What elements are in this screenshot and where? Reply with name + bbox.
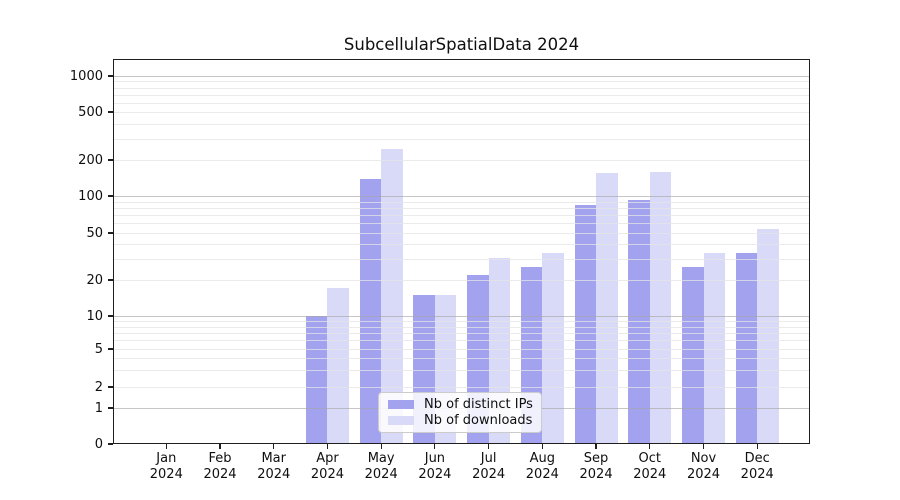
x-tick-label: Sep 2024 [579, 451, 613, 482]
y-tick-label: 1000 [69, 68, 103, 84]
gridline-major [113, 196, 810, 197]
gridline-minor [113, 87, 810, 89]
x-tick [326, 444, 329, 449]
bar-downloads-sep [596, 173, 618, 444]
legend-item-downloads: Nb of downloads [388, 413, 532, 428]
gridline-minor [113, 233, 810, 234]
bar-ips-apr [305, 316, 328, 444]
y-tick-label: 0 [94, 436, 103, 452]
gridline-minor [113, 321, 810, 323]
gridline-minor [113, 94, 810, 96]
gridline-minor [113, 358, 810, 360]
bar-ips-dec [735, 252, 758, 444]
gridline-minor [113, 387, 810, 388]
x-tick-label: Apr 2024 [310, 451, 344, 482]
x-tick-label: Nov 2024 [686, 451, 721, 482]
x-tick [702, 444, 705, 449]
gridline-minor [113, 326, 810, 328]
y-tick-label: 200 [78, 152, 103, 168]
gridline-major [113, 76, 810, 77]
gridline-minor [113, 259, 810, 261]
bar-downloads-nov [703, 252, 725, 444]
bar-downloads-apr [327, 288, 349, 444]
gridline-minor [113, 201, 810, 203]
y-tick [108, 315, 113, 317]
gridline-minor [113, 349, 810, 350]
y-tick-label: 50 [86, 225, 103, 241]
bar-downloads-dec [757, 228, 779, 444]
gridline-minor [113, 207, 810, 209]
bar-downloads-oct [649, 171, 672, 444]
bar-ips-sep [574, 204, 597, 444]
legend-label: Nb of distinct IPs [424, 397, 533, 412]
gridline-minor [113, 244, 810, 246]
y-tick [108, 75, 113, 77]
x-tick [273, 444, 275, 449]
gridline-minor [113, 102, 810, 104]
y-tick [108, 386, 113, 388]
x-tick [219, 444, 221, 449]
y-tick [108, 443, 113, 445]
x-tick-label: Dec 2024 [740, 451, 774, 482]
gridline-minor [113, 370, 810, 372]
y-tick-label: 1 [94, 400, 103, 416]
legend-label: Nb of downloads [424, 413, 533, 428]
x-tick-label: Feb 2024 [203, 451, 237, 482]
y-tick [108, 279, 113, 281]
legend-item-distinct-ips: Nb of distinct IPs [388, 397, 533, 412]
y-tick-label: 10 [86, 308, 103, 324]
y-tick [108, 407, 113, 409]
x-tick-label: Oct 2024 [633, 451, 667, 482]
y-tick-label: 2 [94, 379, 103, 395]
x-tick-label: Aug 2024 [525, 451, 559, 482]
y-tick [108, 232, 113, 234]
y-tick [108, 348, 113, 350]
gridline-minor [113, 138, 810, 140]
x-tick [595, 444, 597, 449]
x-tick [488, 444, 490, 449]
gridline-minor [113, 81, 810, 83]
bar-downloads-aug [542, 252, 564, 444]
bar-ips-nov [682, 266, 704, 444]
x-tick [541, 444, 543, 449]
gridline-minor [113, 223, 810, 225]
y-tick [108, 195, 113, 197]
y-tick-label: 100 [78, 188, 103, 204]
gridline-minor [113, 160, 810, 161]
y-tick-label: 5 [94, 341, 103, 357]
x-tick-label: Mar 2024 [257, 451, 291, 482]
y-tick-label: 20 [86, 272, 103, 288]
bar-ips-oct [628, 200, 650, 444]
x-tick [756, 444, 758, 449]
x-tick [165, 444, 167, 449]
gridline-minor [113, 215, 810, 217]
gridline-minor [113, 123, 810, 125]
gridline-minor [113, 340, 810, 342]
x-tick-label: Jun 2024 [418, 451, 452, 482]
gridline-minor [113, 332, 810, 334]
legend: Nb of distinct IPs Nb of downloads [378, 392, 542, 433]
y-tick [108, 111, 113, 113]
gridline-minor [113, 280, 810, 281]
gridline-minor [113, 112, 810, 113]
legend-swatch-downloads [388, 416, 414, 425]
x-tick-label: May 2024 [364, 451, 398, 482]
chart-title: SubcellularSpatialData 2024 [343, 35, 580, 54]
legend-swatch-distinct-ips [388, 400, 414, 409]
y-tick [108, 159, 113, 161]
x-tick-label: Jul 2024 [472, 451, 506, 482]
y-tick-label: 500 [78, 104, 103, 120]
x-tick [434, 444, 436, 449]
x-tick-label: Jan 2024 [149, 451, 183, 482]
x-tick [649, 444, 651, 449]
x-tick [380, 444, 382, 449]
gridline-major [113, 316, 810, 317]
